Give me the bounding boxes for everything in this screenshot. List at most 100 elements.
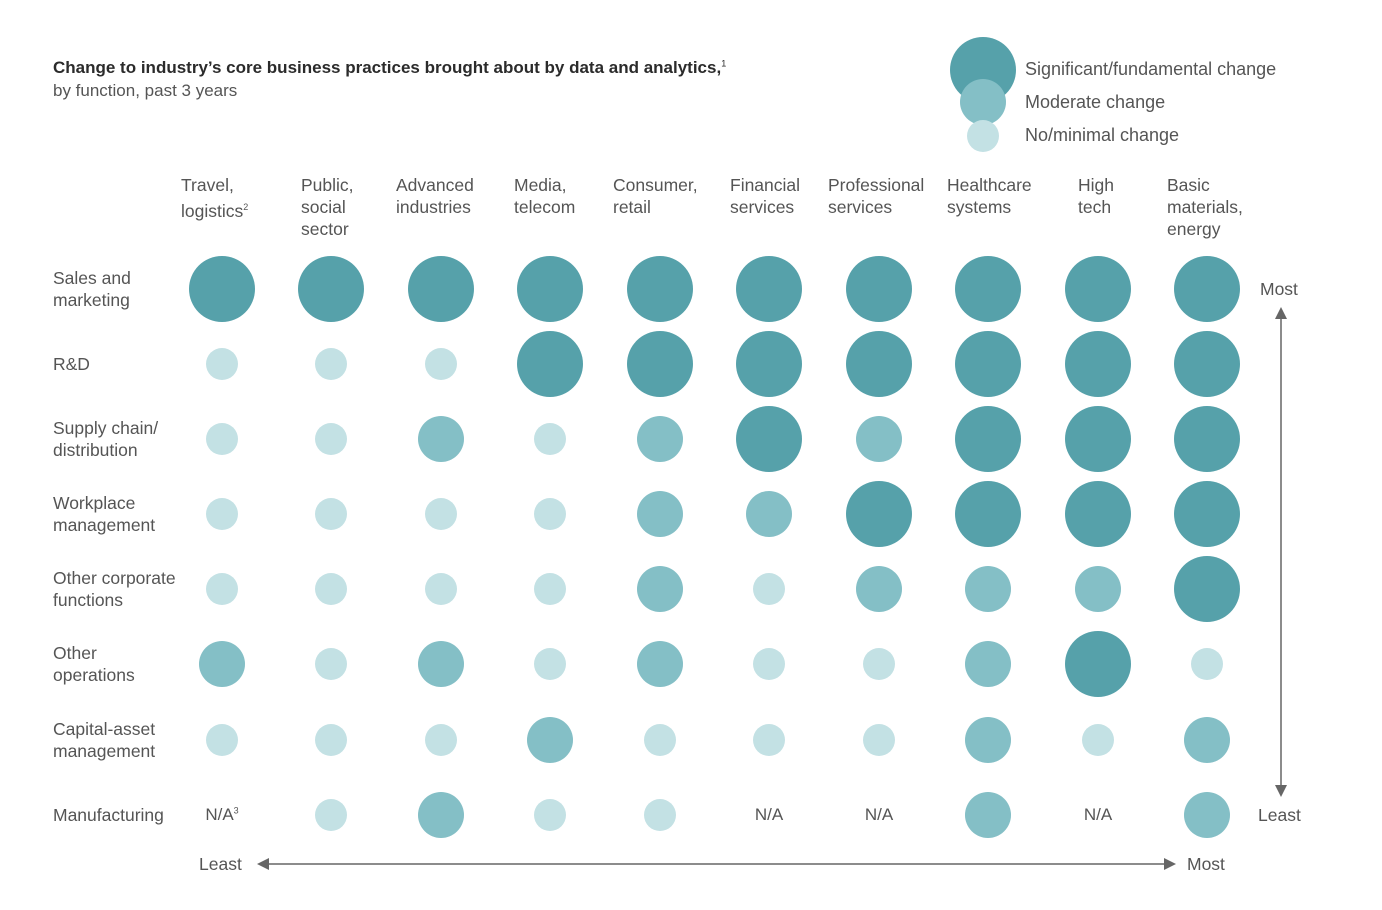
bubble [189,256,255,322]
bubble [846,256,912,322]
x-axis-right-label: Most [1187,854,1225,874]
bubble [418,641,464,687]
bubble [425,348,457,380]
bubble [627,256,693,322]
bubble [418,792,464,838]
bubble [408,256,474,322]
bubble [315,423,347,455]
row-header: Sales and marketing [53,268,131,310]
bubble [1191,648,1223,680]
row-header: Capital-asset management [53,719,156,761]
bubble [736,331,802,397]
bubble [637,566,683,612]
bubble [863,724,895,756]
bubble [955,256,1021,322]
bubble [1082,724,1114,756]
legend-bubble-minimal [967,120,999,152]
bubble [1174,406,1240,472]
bubble [1174,331,1240,397]
row-header: Other corporate functions [53,568,176,610]
legend-label-moderate: Moderate change [1025,92,1166,112]
bubble [965,717,1011,763]
column-header: Travel, logistics2 [181,175,249,221]
column-header: High tech [1078,175,1114,217]
bubble [1075,566,1121,612]
bubble [1174,256,1240,322]
bubble [315,498,347,530]
bubble [1065,331,1131,397]
bubble [965,792,1011,838]
column-header: Public, social sector [301,175,354,239]
chart-title: Change to industry’s core business pract… [53,58,727,77]
bubble [846,331,912,397]
x-axis-arrow-head-left [257,858,269,870]
bubble [206,573,238,605]
bubble [425,498,457,530]
bubble [517,256,583,322]
column-header: Advanced industries [396,175,474,217]
y-axis-arrow-head-up [1275,307,1287,319]
bubble [206,423,238,455]
bubble [856,416,902,462]
bubble [1184,717,1230,763]
bubble [863,648,895,680]
legend-label-minimal: No/minimal change [1025,125,1180,145]
bubble [199,641,245,687]
row-header: Workplace management [53,493,156,535]
row-header: Supply chain/distribution [53,418,159,460]
bubble [736,406,802,472]
row-header: Manufacturing [53,805,164,825]
column-header: Consumer, retail [613,175,698,217]
column-header: Financial services [730,175,801,217]
y-axis-arrow-head-down [1275,785,1287,797]
bubble [753,724,785,756]
bubble [753,573,785,605]
bubble [315,348,347,380]
bubble [1065,481,1131,547]
bubble [965,641,1011,687]
bubble [206,498,238,530]
bubble [425,724,457,756]
bubble [527,717,573,763]
bubble [637,641,683,687]
bubble [736,256,802,322]
bubble [1065,631,1131,697]
na-label: N/A [1083,805,1113,824]
bubble [846,481,912,547]
bubble [425,573,457,605]
bubble [965,566,1011,612]
bubble [206,724,238,756]
na-label: N/A3 [205,805,239,824]
bubble [856,566,902,612]
column-header: Media, telecom [514,175,576,217]
bubble [206,348,238,380]
na-label: N/A [754,805,784,824]
bubble [298,256,364,322]
bubble [637,491,683,537]
column-header: Healthcare systems [947,175,1032,217]
bubble [1065,406,1131,472]
bubble [637,416,683,462]
x-axis-left-label: Least [199,854,242,874]
bubble [1184,792,1230,838]
bubble [1174,556,1240,622]
bubble [315,724,347,756]
bubble [644,724,676,756]
x-axis-arrow-head-right [1164,858,1176,870]
bubble [955,406,1021,472]
bubble [1174,481,1240,547]
bubble [746,491,792,537]
bubble [955,331,1021,397]
bubble [517,331,583,397]
legend-label-significant: Significant/fundamental change [1025,59,1277,79]
legend-bubble-moderate [960,79,1006,125]
bubble [534,799,566,831]
bubble [534,498,566,530]
na-label: N/A [864,805,894,824]
bubble [534,648,566,680]
bubble [315,648,347,680]
bubble [534,423,566,455]
row-header: Other operations [53,643,135,685]
y-axis-top-label: Most [1260,279,1298,299]
chart-subtitle: by function, past 3 years [53,81,238,100]
